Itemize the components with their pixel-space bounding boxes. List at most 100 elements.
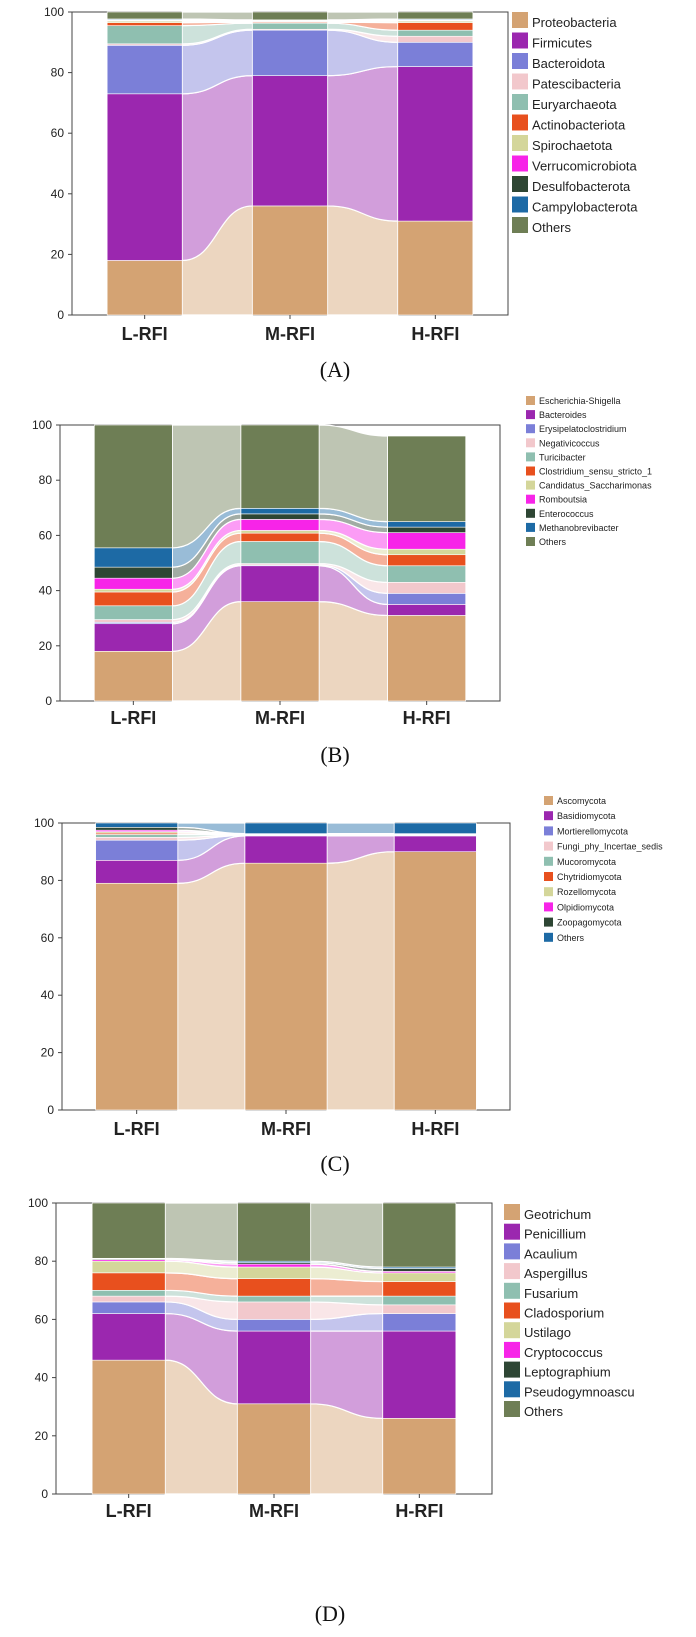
bar-segment-turicibacter-h-rfi bbox=[387, 565, 466, 583]
legend-swatch bbox=[544, 856, 553, 866]
category-label: L-RFI bbox=[122, 324, 168, 344]
legend-swatch bbox=[504, 1322, 520, 1339]
bar-segment-others-m-rfi bbox=[237, 1202, 311, 1262]
y-tick-label: 0 bbox=[41, 1487, 48, 1501]
bar-segment-firmicutes-h-rfi bbox=[397, 66, 474, 222]
bar-segment-cladosporium-m-rfi bbox=[237, 1278, 311, 1297]
category-label: H-RFI bbox=[411, 1119, 459, 1139]
legend-label: Zoopagomycota bbox=[557, 918, 622, 928]
legend-swatch bbox=[512, 114, 528, 131]
bar-segment-others-m-rfi bbox=[244, 822, 328, 834]
y-tick-label: 40 bbox=[41, 988, 55, 1002]
y-tick-label: 0 bbox=[47, 1103, 54, 1117]
bar-segment-firmicutes-l-rfi bbox=[106, 93, 183, 261]
bar-segment-acaulium-m-rfi bbox=[237, 1319, 311, 1332]
panel-label: (B) bbox=[320, 742, 349, 767]
chart-panel-2: 0 20 40 60 80 100 L-RFI M-RFI H-RFI Escherichia-S… bbox=[32, 396, 652, 767]
bar-segment-aspergillus-l-rfi bbox=[91, 1295, 166, 1303]
legend-label: Others bbox=[557, 933, 585, 943]
y-tick-label: 20 bbox=[35, 1429, 49, 1443]
bar-segment-fusarium-l-rfi bbox=[91, 1290, 166, 1297]
legend-swatch bbox=[504, 1361, 520, 1378]
legend-swatch bbox=[526, 452, 535, 462]
legend: Ascomycota Basidiomycota Mortierellomycota… bbox=[544, 796, 663, 943]
bar-segment-proteobacteria-h-rfi bbox=[397, 220, 474, 316]
legend-swatch bbox=[512, 196, 528, 213]
y-tick-label: 60 bbox=[41, 931, 55, 945]
legend-label: Patescibacteria bbox=[532, 77, 622, 92]
bar-segment-patescibacteria-h-rfi bbox=[397, 35, 474, 43]
bar-segment-others-h-rfi bbox=[382, 1202, 457, 1268]
legend-label: Chytridiomycota bbox=[557, 872, 622, 882]
legend-label: Erysipelatoclostridium bbox=[539, 424, 627, 434]
bar-segment-actinobacteriota-h-rfi bbox=[397, 22, 474, 31]
legend-label: Ascomycota bbox=[557, 796, 606, 806]
legend-swatch bbox=[512, 12, 528, 28]
bar-segment-candidatus-saccharimonas-m-rfi bbox=[240, 530, 320, 534]
bar-segment-clostridium-sensu-stricto-1-l-rfi bbox=[94, 591, 173, 607]
legend-label: Ustilago bbox=[524, 1325, 571, 1340]
legend-label: Negativicoccus bbox=[539, 438, 600, 448]
flow-others-1 bbox=[181, 11, 254, 21]
legend-swatch bbox=[504, 1381, 520, 1398]
bar-segment-cryptococcus-m-rfi bbox=[237, 1263, 311, 1268]
bar-segment-ascomycota-m-rfi bbox=[244, 862, 328, 1111]
legend-label: Others bbox=[524, 1404, 564, 1419]
y-tick-label: 80 bbox=[35, 1254, 49, 1268]
legend-swatch bbox=[512, 94, 528, 110]
legend: Escherichia-Shigella Bacteroides Erysipela… bbox=[526, 396, 652, 547]
legend-swatch bbox=[504, 1243, 520, 1260]
legend-label: Penicillium bbox=[524, 1227, 586, 1242]
legend-label: Acaulium bbox=[524, 1246, 577, 1261]
flow-proteobacteria-2 bbox=[326, 205, 399, 316]
legend-label: Spirochaetota bbox=[532, 138, 613, 153]
bar-segment-firmicutes-m-rfi bbox=[252, 75, 328, 207]
bar-segment-geotrichum-l-rfi bbox=[91, 1359, 166, 1495]
y-tick-label: 80 bbox=[39, 473, 53, 487]
legend-swatch bbox=[544, 887, 553, 897]
bar-segment-turicibacter-m-rfi bbox=[240, 541, 320, 564]
bar-segment-euryarchaeota-h-rfi bbox=[397, 29, 474, 37]
legend-label: Proteobacteria bbox=[532, 15, 617, 30]
bar-segment-fusarium-m-rfi bbox=[237, 1295, 311, 1303]
legend-swatch bbox=[526, 480, 535, 490]
bar-segment-enterococcus-h-rfi bbox=[387, 526, 466, 533]
legend-label: Fungi_phy_Incertae_sedis bbox=[557, 842, 663, 852]
bar-segment-others-m-rfi bbox=[252, 11, 328, 21]
legend-swatch bbox=[504, 1282, 520, 1299]
category-label: H-RFI bbox=[395, 1501, 443, 1521]
category-label: H-RFI bbox=[403, 708, 451, 728]
legend-swatch bbox=[526, 494, 535, 504]
legend-label: Cryptococcus bbox=[524, 1345, 603, 1360]
bar-segment-basidiomycota-h-rfi bbox=[394, 835, 477, 852]
legend-swatch bbox=[512, 53, 528, 69]
legend-label: Verrucomicrobiota bbox=[532, 159, 638, 174]
bar-segment-candidatus-saccharimonas-h-rfi bbox=[387, 548, 466, 556]
bar-segment-leptographium-h-rfi bbox=[382, 1268, 457, 1272]
bar-segment-romboutsia-m-rfi bbox=[240, 519, 320, 531]
legend-swatch bbox=[512, 135, 528, 151]
y-tick-label: 60 bbox=[39, 528, 53, 542]
flow-others-2 bbox=[326, 822, 395, 835]
legend-swatch bbox=[526, 522, 535, 532]
y-tick-label: 100 bbox=[34, 816, 54, 830]
legend-swatch bbox=[504, 1204, 520, 1220]
category-label: L-RFI bbox=[106, 1501, 152, 1521]
legend-label: Enterococcus bbox=[539, 509, 594, 519]
bar-segment-others-h-rfi bbox=[387, 435, 466, 522]
legend-label: Pseudogymnoascu bbox=[524, 1384, 635, 1399]
legend-label: Aspergillus bbox=[524, 1266, 588, 1281]
legend-swatch bbox=[544, 872, 553, 881]
legend-label: Mortierellomycota bbox=[557, 826, 628, 836]
flow-others-2 bbox=[309, 1202, 384, 1268]
bar-segment-bacteroidota-l-rfi bbox=[106, 45, 183, 95]
bar-segment-geotrichum-h-rfi bbox=[382, 1418, 457, 1495]
legend-swatch bbox=[526, 466, 535, 476]
panel-label: (A) bbox=[320, 357, 351, 382]
y-tick-label: 0 bbox=[45, 694, 52, 708]
legend-label: Others bbox=[539, 537, 567, 547]
legend-swatch bbox=[526, 508, 535, 518]
bar-segment-euryarchaeota-m-rfi bbox=[252, 22, 328, 30]
legend-swatch bbox=[544, 811, 553, 821]
bar-segment-aspergillus-h-rfi bbox=[382, 1304, 457, 1314]
